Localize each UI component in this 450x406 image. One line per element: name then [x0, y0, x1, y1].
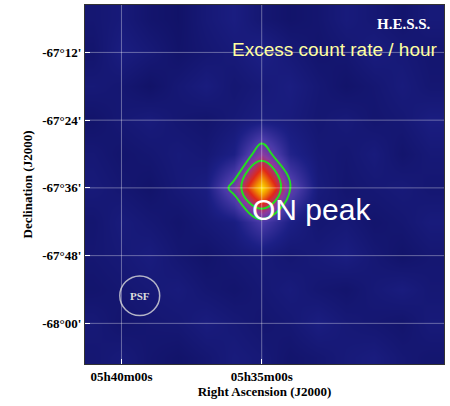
- svg-text:H.E.S.S.: H.E.S.S.: [377, 16, 431, 32]
- svg-text:-67°12': -67°12': [42, 45, 81, 60]
- svg-text:-67°36': -67°36': [42, 180, 81, 195]
- svg-text:-67°24': -67°24': [42, 113, 81, 128]
- svg-text:-67°48': -67°48': [42, 248, 81, 263]
- svg-text:ON peak: ON peak: [252, 193, 371, 226]
- svg-text:Right Ascension (J2000): Right Ascension (J2000): [198, 384, 332, 399]
- svg-text:PSF: PSF: [130, 290, 150, 302]
- svg-text:-68°00': -68°00': [42, 316, 81, 331]
- svg-text:Excess count rate / hour: Excess count rate / hour: [232, 39, 438, 60]
- svg-text:05h40m00s: 05h40m00s: [90, 369, 152, 384]
- svg-text:Declination (J2000): Declination (J2000): [20, 131, 35, 239]
- svg-text:05h35m00s: 05h35m00s: [231, 369, 293, 384]
